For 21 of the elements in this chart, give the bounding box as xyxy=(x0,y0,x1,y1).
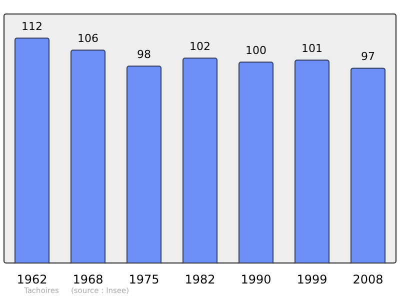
x-tick-label: 1982 xyxy=(184,272,216,287)
data-label: 112 xyxy=(22,20,42,34)
bar xyxy=(182,58,218,263)
bar xyxy=(294,60,330,263)
bar xyxy=(238,62,274,263)
x-tick-label: 1999 xyxy=(296,272,328,287)
data-label: 98 xyxy=(137,48,151,62)
data-label: 101 xyxy=(302,42,322,56)
x-tick-label: 2008 xyxy=(352,272,384,287)
data-label: 102 xyxy=(190,40,210,54)
x-tick-label: 1975 xyxy=(128,272,160,287)
bar xyxy=(350,68,386,263)
x-tick-label: 1962 xyxy=(16,272,48,287)
data-label: 97 xyxy=(361,50,375,64)
bar xyxy=(126,66,162,263)
bar xyxy=(70,50,106,263)
x-tick-label: 1968 xyxy=(72,272,104,287)
bar xyxy=(14,38,50,263)
data-label: 100 xyxy=(246,44,266,58)
data-label: 106 xyxy=(78,32,98,46)
x-tick-label: 1990 xyxy=(240,272,272,287)
